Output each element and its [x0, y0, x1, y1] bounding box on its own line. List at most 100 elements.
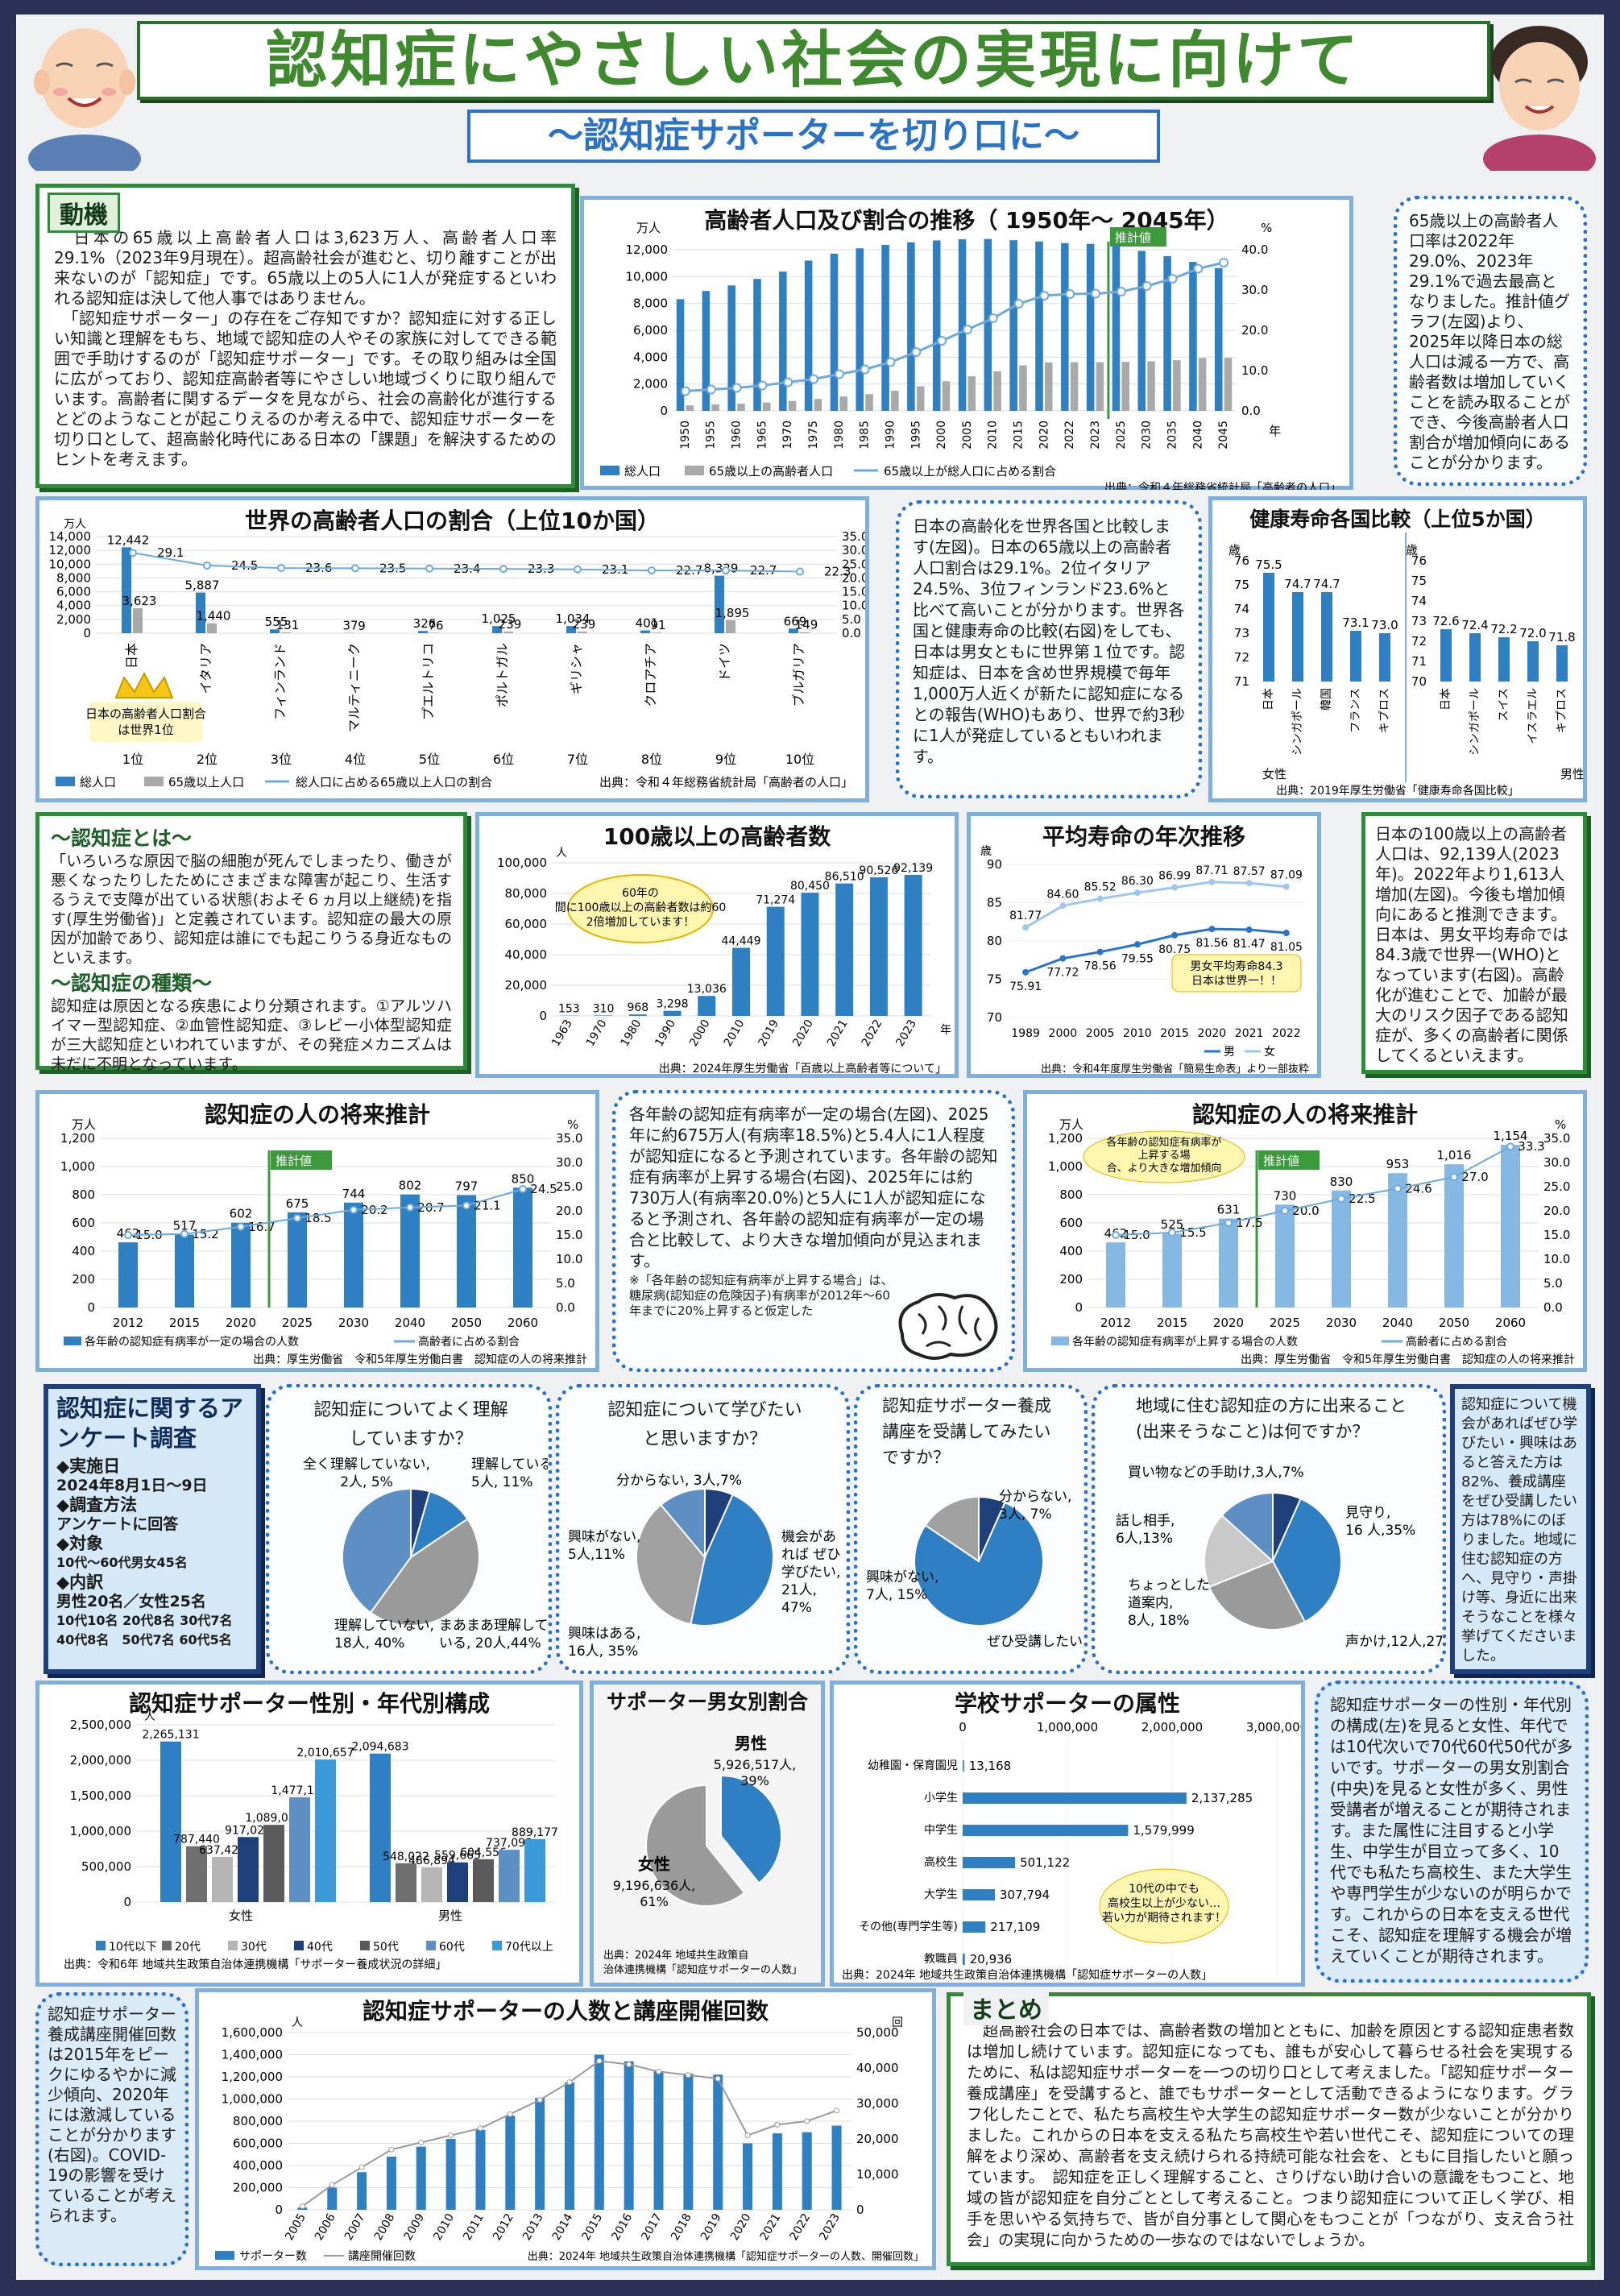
bar-total-population — [856, 248, 864, 411]
line-point — [1013, 299, 1024, 309]
x-tick-label: スイス — [1498, 688, 1510, 722]
line-point — [1039, 291, 1050, 300]
data-label: 149 — [795, 618, 818, 632]
brain-icon — [898, 1293, 998, 1360]
line-point — [425, 564, 433, 573]
bar-dementia — [457, 1195, 476, 1308]
line-point — [418, 2139, 425, 2145]
chart-source: 出典：2024年 地域共生政策自治体連携機構「認知症サポーターの人数」 — [842, 1968, 1212, 1982]
x-tick-label: 2013 — [520, 2211, 546, 2243]
pie-panel-1: 認知症についてよく理解していますか？ 全く理解していない, 2人, 5% 理解してい… — [266, 1384, 552, 1674]
data-label: 1,895 — [715, 606, 750, 620]
line-point — [1224, 1219, 1233, 1227]
x-tick-label: 2020 — [1038, 421, 1050, 450]
future-left-chart: 万人 % 0 200 400 600 800 1,000 1,200 0.0 5.0 10.0 15.0… — [60, 1117, 587, 1366]
y-tick-label: 70 — [1411, 674, 1427, 689]
data-label: 13,036 — [687, 983, 727, 996]
x-tick-label: 2020 — [790, 1017, 816, 1049]
x-tick-label: 0 — [959, 1720, 967, 1734]
line-point — [351, 564, 359, 573]
y2-tick-label: 30,000 — [856, 2096, 899, 2111]
x-tick-label: 2000 — [1049, 1027, 1078, 1040]
bar-total-population — [1137, 251, 1146, 411]
rank-label: 6位 — [493, 752, 514, 767]
y-tick-label: 14,000 — [49, 529, 92, 544]
motive-paragraph-2: 「認知症サポーター」の存在をご存知ですか？認知症に対する正しい知識と理解をもち、… — [54, 309, 557, 469]
x-tick-label: 2017 — [639, 2211, 665, 2243]
pie-3-title: 認知症サポーター養成講座を受講してみたいですか？ — [882, 1396, 1051, 1467]
data-label-ratio: 22.3 — [824, 565, 851, 579]
x-tick-label: 2030 — [1141, 421, 1154, 450]
gender-age-chart: 人 0 500,000 1,000,000 1,500,000 2,000,000 2,50… — [64, 1710, 558, 1971]
line-point — [1116, 287, 1126, 296]
pie-slice — [914, 1501, 1044, 1627]
line-point — [804, 2118, 810, 2124]
data-label-ratio: 20.2 — [361, 1203, 387, 1217]
y-tick-label: 600 — [72, 1216, 95, 1230]
legend-label: 各年齢の認知症有病率が上昇する場合の人数 — [1072, 1335, 1298, 1349]
bar-total-population — [881, 244, 889, 411]
bar-centenarian — [663, 1010, 682, 1016]
y-tick-label: 75 — [1234, 578, 1249, 592]
legend-label: 女 — [1264, 1045, 1275, 1059]
bar-elderly-population — [1198, 358, 1207, 411]
bar-elderly-population — [1224, 358, 1233, 411]
y-tick-label: 70 — [987, 1010, 1002, 1025]
bar-dementia — [1501, 1145, 1520, 1308]
future-left-title: 認知症の人の将来推計 — [204, 1101, 430, 1128]
bar-school — [963, 1857, 1016, 1868]
dementia-types-heading: 〜認知症の種類〜 — [51, 972, 213, 995]
y-tick-label: 1,200,000 — [222, 2070, 283, 2084]
data-label: 889,177 — [512, 1826, 558, 1839]
data-label: 1,034 — [556, 611, 590, 626]
x-tick-label: 2040 — [1191, 421, 1204, 450]
line-point — [1450, 1173, 1458, 1181]
bar-total-population — [715, 575, 724, 633]
data-label: 1,025 — [482, 611, 516, 626]
bar-dementia — [344, 1202, 363, 1308]
x-tick-label: 1970 — [584, 1017, 610, 1049]
callout-burst — [1083, 1130, 1245, 1183]
x-tick-label: 2016 — [609, 2211, 635, 2243]
rank-label: 5位 — [419, 752, 440, 767]
bar-total-population — [727, 285, 735, 411]
line-point — [180, 1229, 189, 1238]
y-unit: 万人 — [64, 518, 86, 531]
x-tick-label: 2015 — [1157, 1316, 1187, 1330]
y-tick-label: 0 — [123, 1895, 131, 1909]
y2-tick-label: 15.0 — [1543, 1228, 1570, 1242]
bar-total-population — [270, 629, 280, 633]
centenarian-panel: 100歳以上の高齢者数 人 0 20,000 40,000 60,000 80,000 10… — [475, 812, 959, 1078]
y2-tick-label: 30.0 — [1543, 1155, 1570, 1170]
pie-label: 興味がない, — [568, 1529, 640, 1545]
data-label: 548,022 — [383, 1850, 429, 1863]
data-label: 74.7 — [1313, 577, 1340, 591]
x-tick-label: 2030 — [1326, 1316, 1357, 1330]
y2-tick-label: 20.0 — [1543, 1204, 1570, 1218]
line-point — [1133, 941, 1141, 948]
line-point — [293, 1214, 301, 1222]
data-label: 953 — [1386, 1157, 1410, 1171]
x-tick-label: 2012 — [113, 1316, 143, 1330]
line-point — [911, 347, 922, 357]
data-label: 669 — [784, 614, 807, 628]
bar-dementia — [513, 1187, 532, 1308]
line-point — [834, 369, 844, 379]
bar-supporters — [416, 2146, 426, 2210]
group-label: 女性 — [229, 1908, 253, 1923]
bar-health-life — [1292, 592, 1303, 682]
line-point — [519, 1185, 527, 1193]
line-point — [774, 2121, 781, 2128]
bar-dementia — [118, 1242, 138, 1308]
bar-supporter-age — [212, 1856, 233, 1902]
bar-elderly-population — [967, 376, 976, 411]
pie-1-chart: 全く理解していない,2人, 5% 理解している,5人, 11% まあまあ理解している… — [303, 1457, 548, 1652]
x-tick-label: 2,000,000 — [1141, 1720, 1203, 1734]
y-tick-label: 200 — [72, 1272, 95, 1287]
gender-age-title: 認知症サポーター性別・年代別構成 — [128, 1690, 490, 1717]
pie-label: ちょっとした — [1128, 1577, 1210, 1594]
line-point — [744, 2132, 751, 2139]
line-point — [1059, 955, 1067, 962]
pie-label: 2人, 5% — [340, 1474, 393, 1490]
rank-label: 1位 — [122, 752, 143, 767]
